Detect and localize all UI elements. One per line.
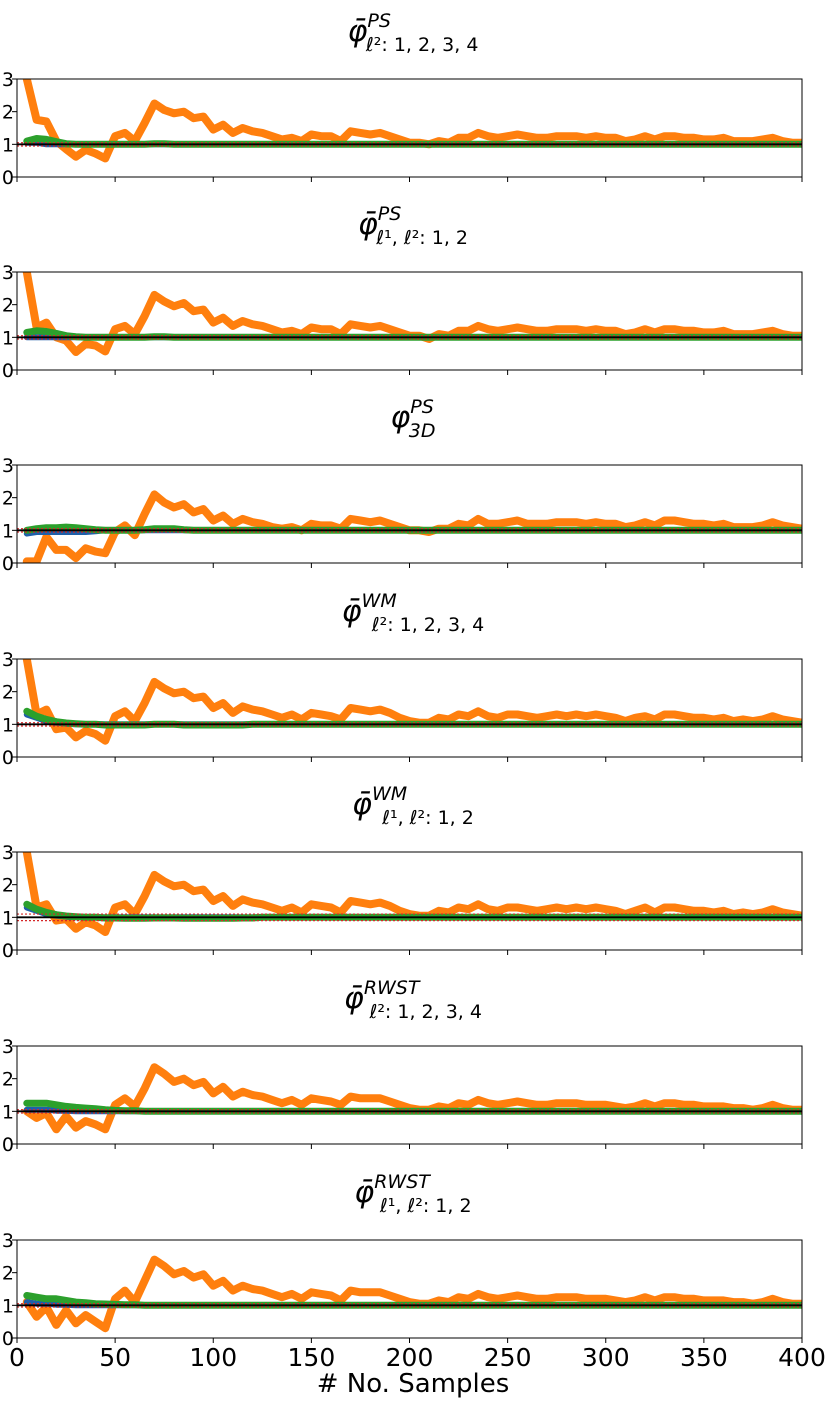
- y-tick-label: 1: [2, 1295, 14, 1317]
- y-tick-label: 1: [2, 134, 14, 156]
- x-tick-label: 150: [288, 1343, 336, 1372]
- title-subscript: ℓ²: 1, 2, 3, 4: [365, 34, 479, 56]
- x-tick-label: 250: [484, 1343, 532, 1372]
- subplot-title: φ̄PS ℓ²: 1, 2, 3, 4: [348, 10, 479, 56]
- axes-frame: [16, 851, 803, 951]
- subplot-title: φ̄WM ℓ¹, ℓ²: 1, 2: [352, 783, 474, 829]
- axes-frame: [16, 78, 803, 178]
- x-tick-label: 400: [778, 1343, 826, 1372]
- y-tick-label: 0: [2, 1328, 14, 1350]
- title-subscript: ℓ¹, ℓ²: 1, 2: [375, 227, 468, 249]
- subplot-5: φ̄WM ℓ¹, ℓ²: 1, 2 0 1 2 3: [2, 783, 803, 962]
- subplot-6: φ̄RWST ℓ²: 1, 2, 3, 4 0 1 2 3: [2, 977, 803, 1156]
- x-tick-label: 50: [99, 1343, 131, 1372]
- y-tick-label: 3: [2, 69, 14, 91]
- title-subscript: 3D: [409, 420, 436, 442]
- plot-area: [17, 490, 802, 563]
- axes-frame: [16, 271, 803, 371]
- y-tick-label: 3: [2, 1036, 14, 1058]
- axes-frame: [16, 464, 803, 564]
- title-superscript: PS: [410, 396, 434, 418]
- axes-frame: [16, 658, 803, 758]
- y-tick-label: 0: [2, 167, 14, 189]
- title-symbol: φ̄: [344, 981, 364, 1016]
- y-tick-label: 3: [2, 649, 14, 671]
- title-symbol: φ: [390, 400, 410, 435]
- x-tick-label: 0: [9, 1343, 25, 1372]
- y-tick-label: 0: [2, 747, 14, 769]
- subplot-title: φ̄RWST ℓ²: 1, 2, 3, 4: [344, 977, 482, 1023]
- y-tick-label: 3: [2, 262, 14, 284]
- x-tick-label: 350: [680, 1343, 728, 1372]
- title-symbol: φ̄: [342, 594, 362, 629]
- axes-frame: [16, 1239, 803, 1339]
- title-symbol: φ̄: [352, 787, 372, 822]
- title-symbol: φ̄: [358, 207, 378, 242]
- title-subscript: ℓ²: 1, 2, 3, 4: [371, 614, 485, 636]
- plot-area: [17, 79, 802, 163]
- y-tick-label: 1: [2, 714, 14, 736]
- title-subscript: ℓ¹, ℓ²: 1, 2: [381, 807, 474, 829]
- y-tick-label: 2: [2, 102, 14, 124]
- subplot-4: φ̄WM ℓ²: 1, 2, 3, 4 0 1 2 3: [2, 590, 803, 769]
- y-tick-label: 3: [2, 455, 14, 477]
- y-tick-label: 1: [2, 327, 14, 349]
- title-superscript: WM: [372, 783, 407, 805]
- plot-area: [17, 272, 802, 356]
- y-tick-label: 3: [2, 1230, 14, 1252]
- y-tick-label: 1: [2, 907, 14, 929]
- subplot-title: φ̄WM ℓ²: 1, 2, 3, 4: [342, 590, 484, 636]
- y-tick-label: 0: [2, 1134, 14, 1156]
- y-tick-label: 2: [2, 1263, 14, 1285]
- y-tick-label: 0: [2, 360, 14, 382]
- y-tick-label: 1: [2, 520, 14, 542]
- subplot-3: φPS 3D 0 1 2 3: [2, 396, 803, 575]
- subplot-1: φ̄PS ℓ²: 1, 2, 3, 4 0 1 2 3: [2, 10, 803, 189]
- y-tick-label: 2: [2, 875, 14, 897]
- y-tick-label: 0: [2, 553, 14, 575]
- title-superscript: PS: [367, 10, 391, 32]
- title-superscript: PS: [378, 203, 402, 225]
- subplot-title: φ̄RWST ℓ¹, ℓ²: 1, 2: [354, 1171, 471, 1217]
- plot-area: [17, 659, 802, 745]
- y-tick-label: 2: [2, 682, 14, 704]
- axes-frame: [16, 1045, 803, 1145]
- y-tick-label: 0: [2, 940, 14, 962]
- x-tick-label: 300: [582, 1343, 630, 1372]
- title-superscript: RWST: [364, 977, 421, 999]
- y-tick-label: 3: [2, 842, 14, 864]
- title-subscript: ℓ¹, ℓ²: 1, 2: [379, 1195, 472, 1217]
- y-tick-label: 2: [2, 488, 14, 510]
- subplot-7: φ̄RWST ℓ¹, ℓ²: 1, 2 0 1 2 3 0 50 100 150 200 250 300…: [2, 1171, 826, 1372]
- x-tick-label: 100: [189, 1343, 237, 1372]
- y-tick-label: 2: [2, 1069, 14, 1091]
- subplot-2: φ̄PS ℓ¹, ℓ²: 1, 2 0 1 2 3: [2, 203, 803, 382]
- y-tick-label: 2: [2, 295, 14, 317]
- series-orange-line: [22, 1063, 802, 1134]
- x-tick-label: 200: [386, 1343, 434, 1372]
- title-symbol: φ̄: [348, 14, 368, 49]
- plot-area: [17, 1255, 802, 1333]
- subplot-title: φPS 3D: [390, 396, 435, 442]
- plot-area: [17, 1063, 802, 1134]
- series-orange-line: [22, 1255, 802, 1333]
- y-tick-label: 1: [2, 1101, 14, 1123]
- plot-area: [17, 852, 802, 936]
- title-subscript: ℓ²: 1, 2, 3, 4: [368, 1001, 482, 1023]
- title-symbol: φ̄: [354, 1175, 374, 1210]
- x-axis-label: # No. Samples: [317, 1369, 510, 1399]
- subplot-title: φ̄PS ℓ¹, ℓ²: 1, 2: [358, 203, 468, 249]
- title-superscript: RWST: [374, 1171, 431, 1193]
- title-superscript: WM: [362, 590, 397, 612]
